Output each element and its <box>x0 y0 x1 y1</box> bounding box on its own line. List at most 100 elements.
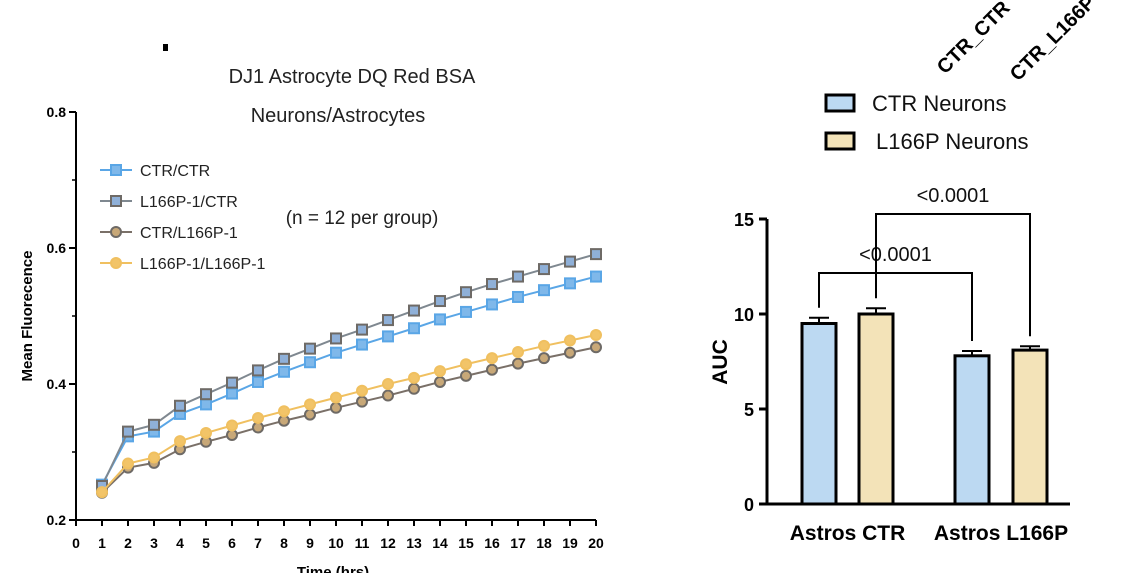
x-tick-label: 1 <box>98 535 106 551</box>
data-point <box>356 323 368 336</box>
legend-item: CTR/L166P-1 <box>100 225 238 242</box>
bar-legend-swatch <box>824 131 856 151</box>
bracket-line <box>818 272 973 342</box>
data-point <box>590 248 602 261</box>
x-tick-label: 9 <box>306 535 314 551</box>
x-tick-label: 19 <box>562 535 578 551</box>
data-point <box>590 329 602 342</box>
data-point <box>304 356 316 369</box>
data-point <box>278 405 290 418</box>
auc-axis-label: AUC <box>709 339 732 385</box>
data-point <box>486 352 498 365</box>
bar-y-tick-label: 15 <box>734 210 754 230</box>
bar-legend-item: L166P Neurons <box>824 129 1029 154</box>
column-header-ctr-l166p: CTR_L166P <box>1006 0 1100 86</box>
legend-label: L166P-1/L166P-1 <box>140 256 266 273</box>
bracket-line <box>875 213 1031 337</box>
data-point <box>200 398 212 411</box>
data-point <box>226 387 238 400</box>
legend-marker <box>110 164 122 176</box>
data-point <box>434 375 446 388</box>
data-point <box>564 255 576 268</box>
data-point <box>512 270 524 283</box>
column-header-ctr-ctr: CTR_CTR <box>933 0 1015 79</box>
y-tick-label: 0.4 <box>47 376 67 392</box>
data-point <box>200 388 212 401</box>
data-point <box>252 375 264 388</box>
bar-chart-legend: CTR Neurons L166P Neurons <box>824 91 1029 154</box>
x-tick-label: 20 <box>588 535 604 551</box>
bar-legend-label: L166P Neurons <box>876 129 1029 154</box>
data-point <box>96 486 108 499</box>
p-value-label: <0.0001 <box>917 185 990 207</box>
data-point <box>252 364 264 377</box>
legend-label: L166P-1/CTR <box>140 194 238 211</box>
data-point <box>330 332 342 345</box>
data-point <box>564 334 576 347</box>
bar-y-tick-label: 10 <box>734 305 754 325</box>
legend-item: L166P-1/L166P-1 <box>100 256 266 273</box>
legend-item: L166P-1/CTR <box>100 194 238 211</box>
data-point <box>408 304 420 317</box>
data-point <box>148 451 160 464</box>
data-point <box>512 357 524 370</box>
bar-group <box>857 307 895 506</box>
data-point <box>356 395 368 408</box>
data-point <box>174 399 186 412</box>
line-chart-ticks: 0.20.40.60.80 1 2 3 4 5 6 7 8 9 10 11 12 13 14 15 16 17 18… <box>47 104 604 551</box>
x-tick-label: 16 <box>484 535 500 551</box>
data-point <box>122 425 134 438</box>
data-point <box>382 330 394 343</box>
x-tick-label: 6 <box>228 535 236 551</box>
p-value-label: <0.0001 <box>859 244 932 266</box>
y-axis-label: Mean Fluorecence <box>19 251 36 382</box>
bar-group <box>1011 345 1049 506</box>
x-tick-label: 5 <box>202 535 210 551</box>
bar-group <box>800 316 838 506</box>
data-point <box>356 338 368 351</box>
bar <box>800 322 838 506</box>
data-point <box>434 295 446 308</box>
data-point <box>486 363 498 376</box>
bar <box>953 354 991 506</box>
significance-bracket: <0.0001 <box>875 185 1031 337</box>
y-tick-label: 0.2 <box>47 512 67 528</box>
legend-marker <box>110 226 122 238</box>
significance-bracket: <0.0001 <box>818 244 973 342</box>
data-point <box>408 371 420 384</box>
legend-label: CTR/CTR <box>140 163 210 180</box>
data-point <box>486 298 498 311</box>
data-point <box>590 341 602 354</box>
data-point <box>538 339 550 352</box>
x-tick-label: 11 <box>355 535 370 551</box>
series-l166p-1-l166p-1 <box>96 329 602 499</box>
data-point <box>330 401 342 414</box>
data-point <box>512 290 524 303</box>
legend-label: CTR/L166P-1 <box>140 225 238 242</box>
data-point <box>356 384 368 397</box>
x-tick-label: 12 <box>380 535 396 551</box>
bar <box>1011 348 1049 506</box>
x-tick-label: 0 <box>72 535 80 551</box>
line-chart: DJ1 Astrocyte DQ Red BSA Neurons/Astrocy… <box>19 44 604 578</box>
data-point <box>330 391 342 404</box>
data-point <box>304 342 316 355</box>
y-tick-label: 0.8 <box>47 104 67 120</box>
data-point <box>538 263 550 276</box>
data-point <box>148 418 160 431</box>
data-point <box>382 378 394 390</box>
data-point <box>408 382 420 395</box>
x-tick-label: 8 <box>280 535 288 551</box>
data-point <box>252 412 264 424</box>
data-point <box>174 435 186 448</box>
bar <box>857 312 895 506</box>
data-point <box>408 322 420 335</box>
data-point <box>434 313 446 326</box>
bar-y-tick-label: 5 <box>744 400 754 420</box>
bar-chart-bars <box>800 307 1049 506</box>
corner-mark <box>163 44 168 51</box>
data-point <box>304 398 316 411</box>
y-tick-label: 0.6 <box>47 240 67 256</box>
